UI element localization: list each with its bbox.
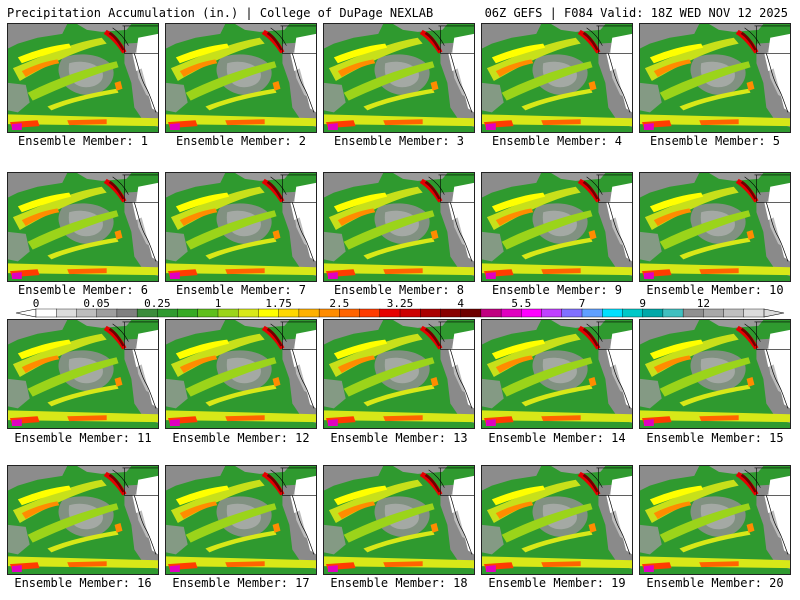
member-map-panel: [7, 172, 159, 282]
colorbar-swatch: [157, 308, 179, 318]
colorbar-tick-label: 0.25: [144, 297, 171, 310]
valid-time-label: 06Z GEFS | F084 Valid: 18Z WED NOV 12 20…: [484, 6, 788, 20]
colorbar-swatch: [278, 308, 300, 318]
colorbar-swatch: [743, 308, 765, 318]
colorbar-swatch: [339, 308, 361, 318]
colorbar-swatch: [238, 308, 259, 318]
member-map-panel: [165, 172, 317, 282]
member-caption: Ensemble Member: 17: [172, 576, 310, 590]
colorbar-swatch: [359, 308, 381, 318]
member-map-panel: [481, 319, 633, 429]
colorbar-tick-label: 1: [215, 297, 222, 310]
colorbar-tick-label: 0: [33, 297, 40, 310]
member-map-panel: [481, 172, 633, 282]
member-map-panel: [639, 319, 791, 429]
colorbar-swatch: [96, 308, 118, 318]
member-caption: Ensemble Member: 10: [646, 283, 784, 297]
colorbar-swatch: [541, 308, 563, 318]
member-map-panel: [323, 172, 475, 282]
map-title: Precipitation Accumulation (in.) | Colle…: [7, 6, 434, 20]
member-map-panel: [323, 319, 475, 429]
member-caption: Ensemble Member: 13: [330, 431, 468, 445]
colorbar-swatch: [116, 308, 138, 318]
precip-colorbar: 0 0.05 0.25 1 1.75 2.5 3.25 4 5.5 7 9 12: [15, 297, 785, 318]
colorbar-swatch: [723, 308, 745, 318]
member-map-panel: [639, 23, 791, 133]
colorbar-swatch: [136, 308, 158, 318]
colorbar-swatch: [298, 308, 320, 318]
colorbar-max-arrow: [763, 308, 785, 318]
colorbar-tick-label: 9: [639, 297, 646, 310]
member-caption: Ensemble Member: 15: [646, 431, 784, 445]
member-caption: Ensemble Member: 12: [172, 431, 310, 445]
member-map-panel: [323, 465, 475, 575]
member-caption: Ensemble Member: 9: [491, 283, 623, 297]
member-caption: Ensemble Member: 6: [17, 283, 149, 297]
member-caption: Ensemble Member: 4: [491, 134, 623, 148]
colorbar-min-arrow: [15, 308, 37, 318]
colorbar-swatch: [440, 308, 462, 318]
colorbar-swatch: [258, 308, 280, 318]
member-map-panel: [7, 319, 159, 429]
member-map-panel: [481, 465, 633, 575]
member-caption: Ensemble Member: 3: [333, 134, 465, 148]
colorbar-tick-label: 5.5: [511, 297, 531, 310]
member-caption: Ensemble Member: 16: [14, 576, 152, 590]
member-caption: Ensemble Member: 20: [646, 576, 784, 590]
colorbar-swatch: [662, 308, 684, 318]
colorbar-swatch: [318, 308, 340, 318]
colorbar-swatch: [500, 308, 522, 318]
colorbar-swatch: [177, 308, 199, 318]
colorbar-swatch: [217, 308, 239, 318]
member-map-panel: [323, 23, 475, 133]
member-map-panel: [7, 465, 159, 575]
colorbar-swatch: [602, 308, 623, 318]
member-map-panel: [639, 172, 791, 282]
colorbar-swatch: [521, 308, 543, 318]
colorbar-tick-label: 4: [457, 297, 464, 310]
colorbar-swatch: [56, 308, 77, 318]
member-map-panel: [7, 23, 159, 133]
member-caption: Ensemble Member: 2: [175, 134, 307, 148]
colorbar-swatch: [76, 308, 98, 318]
member-map-panel: [481, 23, 633, 133]
colorbar-swatch: [581, 308, 603, 318]
member-map-panel: [165, 319, 317, 429]
colorbar-swatch: [35, 308, 57, 318]
colorbar-swatch: [399, 308, 421, 318]
colorbar-swatch: [703, 308, 725, 318]
colorbar-swatch: [622, 308, 644, 318]
colorbar-tick-label: 2.5: [329, 297, 349, 310]
colorbar-tick-label: 1.75: [265, 297, 292, 310]
member-caption: Ensemble Member: 19: [488, 576, 626, 590]
member-caption: Ensemble Member: 18: [330, 576, 468, 590]
member-caption: Ensemble Member: 11: [14, 431, 152, 445]
member-map-panel: [165, 465, 317, 575]
colorbar-tick-label: 0.05: [83, 297, 110, 310]
colorbar-tick-label: 3.25: [387, 297, 414, 310]
colorbar-swatch: [642, 308, 664, 318]
member-caption: Ensemble Member: 8: [333, 283, 465, 297]
member-caption: Ensemble Member: 14: [488, 431, 626, 445]
member-caption: Ensemble Member: 1: [17, 134, 149, 148]
colorbar-swatch: [561, 308, 583, 318]
colorbar-swatch: [420, 308, 441, 318]
colorbar-tick-label: 7: [579, 297, 586, 310]
colorbar-swatch: [682, 308, 704, 318]
colorbar-swatch: [197, 308, 219, 318]
member-map-panel: [639, 465, 791, 575]
member-map-panel: [165, 23, 317, 133]
colorbar-swatch: [480, 308, 502, 318]
colorbar-swatch: [379, 308, 401, 318]
member-caption: Ensemble Member: 7: [175, 283, 307, 297]
colorbar-swatch: [460, 308, 482, 318]
member-caption: Ensemble Member: 5: [649, 134, 781, 148]
colorbar-tick-label: 12: [697, 297, 710, 310]
